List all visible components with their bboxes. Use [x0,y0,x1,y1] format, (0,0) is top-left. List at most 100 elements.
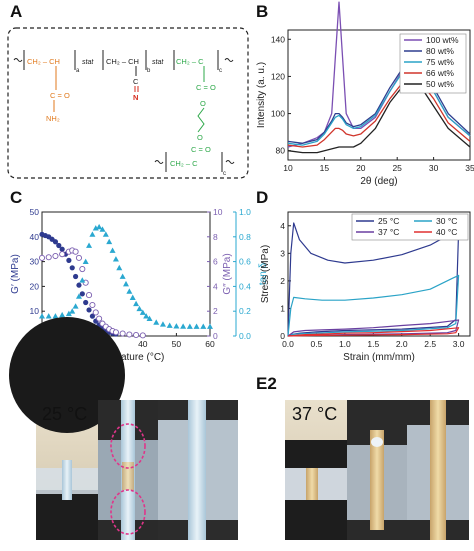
c-left-ytick-label: 30 [30,257,40,267]
d-xtick-label: 1.5 [367,339,379,349]
c-point-gprime [89,313,95,319]
d-xtick-label: 2.0 [396,339,408,349]
c-point-tandelta [193,323,200,329]
c-point-gprime [69,265,75,271]
d-frame [287,211,471,337]
chain-end-bottom-right [225,160,235,164]
c-point-gprime [59,246,65,252]
d-xlabel: Strain (mm/mm) [343,352,415,363]
c-point-tandelta [139,309,146,315]
c-right2-ytick-label: 0.6 [239,257,251,267]
stat-label-2: stat [152,59,164,66]
d-xtick-label: 3.0 [453,339,465,349]
c-point-gdoubleprime [92,309,99,316]
c-point-tandelta [96,223,103,230]
c-right1-ytick-label: 10 [213,207,223,217]
c-point-tandelta [72,303,79,309]
e1-frame-2-neck [122,462,134,490]
b-ytick-label: 100 [271,109,285,119]
c-point-gdoubleprime [52,252,59,260]
e1-frame-1-top-grip [9,317,125,433]
subscript-c2: c [223,171,226,177]
c-point-gdoubleprime [75,254,83,261]
b-xtick-label: 10 [283,163,293,173]
d-xtick-label: 0.5 [311,339,323,349]
c-point-tandelta [200,323,207,329]
e2-photographs [285,400,469,540]
c-point-tandelta [180,323,187,329]
nitrile-n-text: N [133,93,138,102]
d-legend-label-0: 25 °C [378,216,399,226]
c-right1-ytick-label: 8 [213,232,218,242]
e1-frame-3-specimen [188,400,206,540]
d-legend-label-1: 30 °C [436,216,457,226]
c-point-tandelta [207,323,213,329]
e2-frame-3-specimen [430,400,446,540]
b-legend-label-4: 50 wt% [426,79,454,89]
d-xtick-label: 2.5 [424,339,436,349]
c-point-tandelta [65,310,72,317]
c-point-tandelta [126,288,133,294]
c-point-gprime [73,273,79,280]
d-ylabel: Stress (MPa) [260,245,271,303]
c-point-gdoubleprime [133,331,140,339]
c-point-tandelta [106,238,113,245]
c-right2-ytick-label: 0.8 [239,232,251,242]
d-ytick-label: 3 [280,248,285,258]
c-point-tandelta [69,308,76,314]
c-right2-ytick-label: 0.0 [239,331,251,341]
subscript-c1: c [219,68,222,74]
c-right1-ytick-label: 2 [213,306,218,316]
c-point-gprime [66,257,72,263]
c-point-gprime [79,291,85,297]
c-point-tandelta [166,322,173,328]
c-left-ytick-label: 20 [30,281,40,291]
c-point-tandelta [75,293,82,299]
c-point-tandelta [123,280,129,287]
c-point-gdoubleprime [79,265,86,273]
d-xtick-label: 0.0 [282,339,294,349]
e2-frame-1-top-grip [285,440,347,468]
d-ytick-label: 4 [280,221,285,231]
c-point-tandelta [173,323,180,329]
b-xtick-label: 30 [429,163,439,173]
c-point-tandelta [59,311,66,318]
c-frame [41,211,211,337]
c-point-tandelta [45,313,52,319]
c-point-gdoubleprime [96,315,103,322]
structure-frame [7,27,249,179]
b-ylabel: Intensity (a. u.) [256,62,267,128]
d-ytick-label: 1 [280,303,285,313]
c-right1-ytick-label: 4 [213,281,218,291]
c-left-ytick-label: 50 [30,207,40,217]
panel-c-label: C [10,188,23,207]
c-point-tandelta [109,247,116,253]
subscript-b: b [147,68,151,74]
c-point-tandelta [86,242,93,248]
c-right2-ytick-label: 1.0 [239,207,251,217]
c-point-tandelta [143,313,150,319]
c-point-gdoubleprime [126,331,133,338]
ester-oxygen-2-text: O [197,133,203,142]
b-xlabel: 2θ (deg) [360,176,397,187]
c-ylabel-right-2: tan δ [258,262,269,285]
c-point-gdoubleprime [59,251,66,258]
b-legend-label-1: 80 wt% [426,46,454,56]
c-point-gdoubleprime [119,330,126,337]
c-point-gdoubleprime [139,332,146,339]
e1-photographs [9,317,238,540]
c-point-gprime [76,282,82,288]
c-xtick-label: 50 [172,339,182,349]
c-right2-ytick-label: 0.4 [239,281,251,291]
d-ytick-label: 2 [280,276,285,286]
c-point-tandelta [89,231,96,237]
d-ytick-label: 0 [280,331,285,341]
c-point-tandelta [112,256,119,262]
e1-temperature-label: 25 °C [42,404,88,424]
subscript-a: a [76,68,80,74]
d-series-line-3 [287,327,460,337]
b-xtick-label: 25 [392,163,402,173]
c-point-tandelta [99,226,106,232]
amide-nh2-text: NH₂ [46,114,60,123]
d-xtick-label: 1.0 [339,339,351,349]
